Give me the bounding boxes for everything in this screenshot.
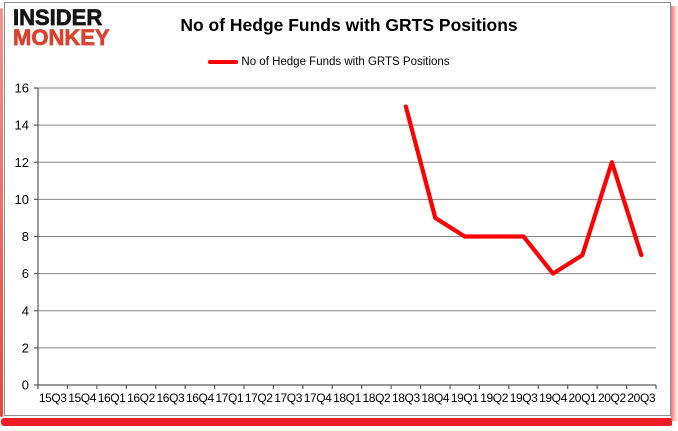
svg-text:15Q4: 15Q4 <box>68 391 96 405</box>
svg-text:8: 8 <box>22 229 29 244</box>
svg-text:12: 12 <box>15 155 29 170</box>
series-line <box>403 104 644 276</box>
svg-text:17Q4: 17Q4 <box>304 391 332 405</box>
bottom-red-accent-decoration <box>1 418 672 426</box>
right-red-glow-decoration <box>671 6 678 421</box>
svg-text:16Q3: 16Q3 <box>157 391 185 405</box>
svg-text:20Q1: 20Q1 <box>569 391 597 405</box>
x-axis-labels: 15Q3 15Q4 16Q1 16Q2 16Q3 16Q4 17Q1 17Q2 17Q3 17Q4… <box>39 391 656 405</box>
y-gridlines <box>38 87 656 349</box>
svg-text:18Q4: 18Q4 <box>421 391 449 405</box>
chart-card-border <box>4 2 671 416</box>
svg-text:19Q4: 19Q4 <box>539 391 567 405</box>
left-red-accent-decoration <box>0 8 3 417</box>
insider-monkey-logo: INSIDER MONKEY <box>13 5 110 51</box>
legend-line-swatch <box>208 60 239 64</box>
svg-text:18Q2: 18Q2 <box>363 391 391 405</box>
legend-label: No of Hedge Funds with GRTS Positions <box>241 56 450 68</box>
svg-text:16Q2: 16Q2 <box>127 391 155 405</box>
svg-text:19Q2: 19Q2 <box>480 391 508 405</box>
logo-word-insider: INSIDER <box>13 5 103 30</box>
svg-text:16Q1: 16Q1 <box>98 391 126 405</box>
x-tick-marks <box>37 385 657 389</box>
svg-text:19Q3: 19Q3 <box>510 391 538 405</box>
svg-text:16: 16 <box>15 81 29 96</box>
svg-text:20Q3: 20Q3 <box>627 391 655 405</box>
svg-text:10: 10 <box>15 192 29 207</box>
svg-text:15Q3: 15Q3 <box>39 391 67 405</box>
svg-text:17Q3: 17Q3 <box>274 391 302 405</box>
svg-text:6: 6 <box>22 266 29 281</box>
svg-text:4: 4 <box>22 303 29 318</box>
svg-text:18Q3: 18Q3 <box>392 391 420 405</box>
svg-text:19Q1: 19Q1 <box>451 391 479 405</box>
y-tick-marks <box>34 87 38 386</box>
svg-text:17Q2: 17Q2 <box>245 391 273 405</box>
svg-text:17Q1: 17Q1 <box>215 391 243 405</box>
svg-text:2: 2 <box>22 340 29 355</box>
y-axis-labels: 0 2 4 6 8 10 12 14 16 <box>15 81 29 393</box>
svg-text:20Q2: 20Q2 <box>598 391 626 405</box>
svg-text:14: 14 <box>15 118 29 133</box>
chart-title: No of Hedge Funds with GRTS Positions <box>180 15 518 35</box>
svg-text:0: 0 <box>22 378 29 393</box>
svg-text:18Q1: 18Q1 <box>333 391 361 405</box>
chart-legend: No of Hedge Funds with GRTS Positions <box>0 56 658 68</box>
logo-word-monkey: MONKEY <box>13 25 110 51</box>
svg-text:16Q4: 16Q4 <box>186 391 214 405</box>
